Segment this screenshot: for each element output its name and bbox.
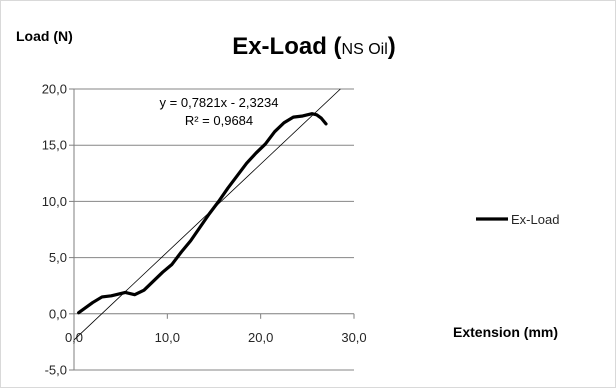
y-axis-title: Load (N) <box>16 28 73 44</box>
series-line-ex-load <box>77 112 328 315</box>
y-tick-label: 20,0 <box>42 82 67 97</box>
chart-title-sub: NS Oil <box>342 41 388 58</box>
legend: Ex-Load <box>476 212 559 227</box>
x-tick-label: 30,0 <box>341 330 366 345</box>
y-tick-label: 5,0 <box>49 250 67 265</box>
chart-title-close: ) <box>388 33 396 60</box>
trendline-equation: y = 0,7821x - 2,3234 <box>160 95 279 110</box>
x-tick-label: 0,0 <box>65 330 83 345</box>
gridlines <box>74 88 354 371</box>
chart-title-main: Ex-Load ( <box>232 33 341 60</box>
y-tick-label: -5,0 <box>45 363 67 378</box>
legend-label-ex-load: Ex-Load <box>511 212 559 227</box>
y-tick-label: 15,0 <box>42 138 67 153</box>
x-axis-title: Extension (mm) <box>453 324 558 340</box>
trendline-r-squared: R² = 0,9684 <box>185 113 253 128</box>
y-tick-label: 10,0 <box>42 194 67 209</box>
axis-ticks: -5,0 0,0 5,0 10,0 15,0 20,0 0,0 10,0 20,0 30,0 <box>42 82 367 378</box>
x-tick-label: 10,0 <box>155 330 180 345</box>
chart-title: Ex-Load (NS Oil) <box>232 33 396 60</box>
x-tick-label: 20,0 <box>248 330 273 345</box>
y-tick-label: 0,0 <box>49 306 67 321</box>
